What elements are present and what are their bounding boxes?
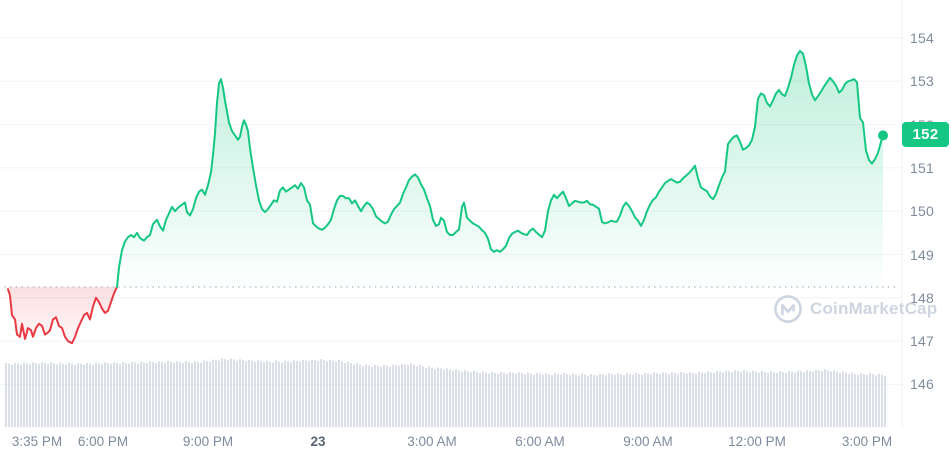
y-axis-label: 148 bbox=[910, 289, 934, 306]
y-axis-label: 146 bbox=[910, 376, 934, 393]
watermark-label: CoinMarketCap bbox=[810, 299, 938, 318]
y-axis-label: 154 bbox=[910, 30, 934, 46]
y-axis-label: 149 bbox=[910, 246, 934, 263]
current-price-badge: 152 bbox=[902, 122, 949, 147]
x-axis-label: 9:00 PM bbox=[182, 434, 234, 449]
y-axis-label: 153 bbox=[910, 73, 934, 90]
y-axis-label: 150 bbox=[910, 203, 934, 220]
y-axis-label: 151 bbox=[910, 159, 934, 176]
x-axis-label: 3:00 AM bbox=[407, 434, 457, 449]
x-axis-label: 6:00 AM bbox=[515, 434, 565, 449]
y-axis-label: 147 bbox=[910, 333, 934, 350]
x-axis-label: 6:00 PM bbox=[77, 434, 129, 449]
coinmarketcap-watermark[interactable]: CoinMarketCap bbox=[773, 294, 937, 324]
x-axis-label: 3:35 PM bbox=[11, 434, 63, 449]
x-axis-label: 3:00 PM bbox=[841, 434, 893, 449]
x-axis-label: 23 bbox=[310, 434, 326, 449]
x-axis-label: 9:00 AM bbox=[623, 434, 673, 449]
x-axis-label: 12:00 PM bbox=[728, 434, 786, 449]
coinmarketcap-logo-icon bbox=[774, 295, 802, 323]
